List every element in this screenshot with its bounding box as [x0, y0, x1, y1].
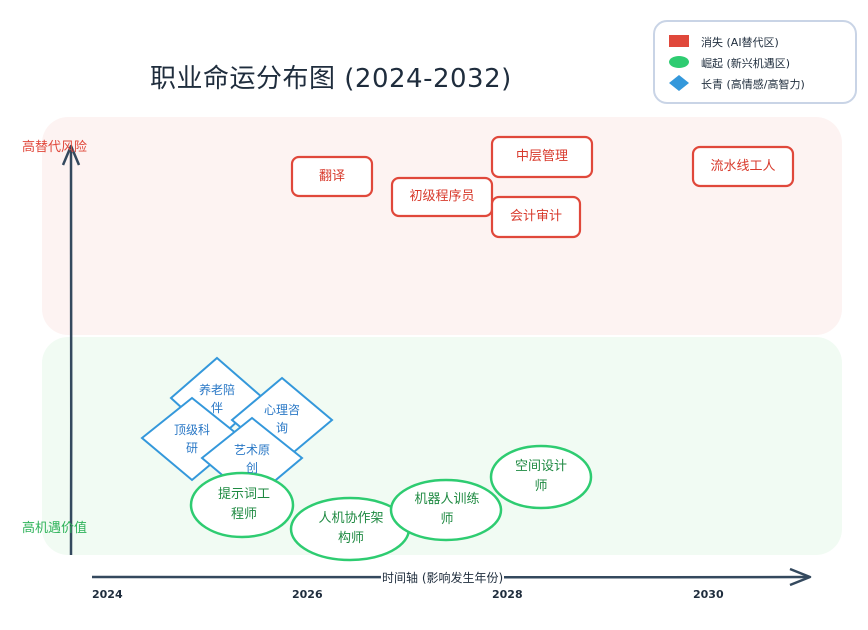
node-assembly-worker: 流水线工人 — [710, 158, 776, 174]
y-axis-bottom-label: 高机遇价值 — [22, 521, 88, 536]
node-shape-robot-trainer — [389, 478, 503, 542]
node-prompt-engineer: 提示词工程师 — [217, 487, 270, 522]
x-tick-2024: 2024 — [92, 588, 123, 601]
node-top-research: 顶级科研 — [173, 423, 210, 455]
diagram-title: 职业命运分布图 (2024-2032) — [150, 64, 512, 94]
x-axis-arrowhead — [789, 567, 812, 587]
node-middle-management: 中层管理 — [515, 149, 568, 164]
node-spatial-designer: 空间设计师 — [514, 459, 567, 494]
node-psychological-counseling: 心理咨询 — [263, 403, 300, 435]
legend: 消失 (AI替代区) 崛起 (新兴机遇区) 长青 (高情感/高智力) — [653, 20, 857, 104]
node-shape-translation — [290, 155, 374, 198]
x-axis-title: 时间轴 (影响发生年份) — [381, 569, 505, 586]
node-accounting-audit: 会计审计 — [509, 209, 562, 224]
node-shape-assembly-worker — [691, 145, 795, 188]
legend-rectangle-icon — [669, 35, 689, 47]
node-shape-spatial-designer — [489, 444, 593, 510]
y-axis-arrowhead — [61, 144, 81, 166]
node-junior-programmer: 初级程序员 — [409, 189, 475, 204]
x-tick-2028: 2028 — [492, 588, 523, 601]
legend-label-evergreen: 长青 (高情感/高智力) — [701, 78, 805, 91]
node-shape-middle-management — [490, 135, 594, 179]
legend-ellipse-icon — [669, 56, 689, 68]
y-axis-top-label: 高替代风险 — [22, 140, 88, 155]
legend-diamond-icon — [669, 75, 689, 91]
node-translation: 翻译 — [318, 168, 345, 184]
node-robot-trainer: 机器人训练师 — [414, 492, 480, 527]
x-tick-2026: 2026 — [292, 588, 323, 601]
legend-label-rising: 崛起 (新兴机遇区) — [701, 57, 791, 70]
node-shape-top-research — [140, 396, 244, 482]
node-elderly-care: 养老陪伴 — [199, 383, 236, 415]
node-shape-accounting-audit — [490, 195, 582, 239]
node-artistic-creation: 艺术原创 — [233, 443, 270, 475]
node-shape-junior-programmer — [390, 176, 494, 218]
legend-label-vanishing: 消失 (AI替代区) — [701, 36, 779, 49]
x-tick-2030: 2030 — [693, 588, 724, 601]
node-human-ai-architect: 人机协作架构师 — [318, 511, 384, 546]
node-shape-prompt-engineer — [189, 471, 295, 539]
